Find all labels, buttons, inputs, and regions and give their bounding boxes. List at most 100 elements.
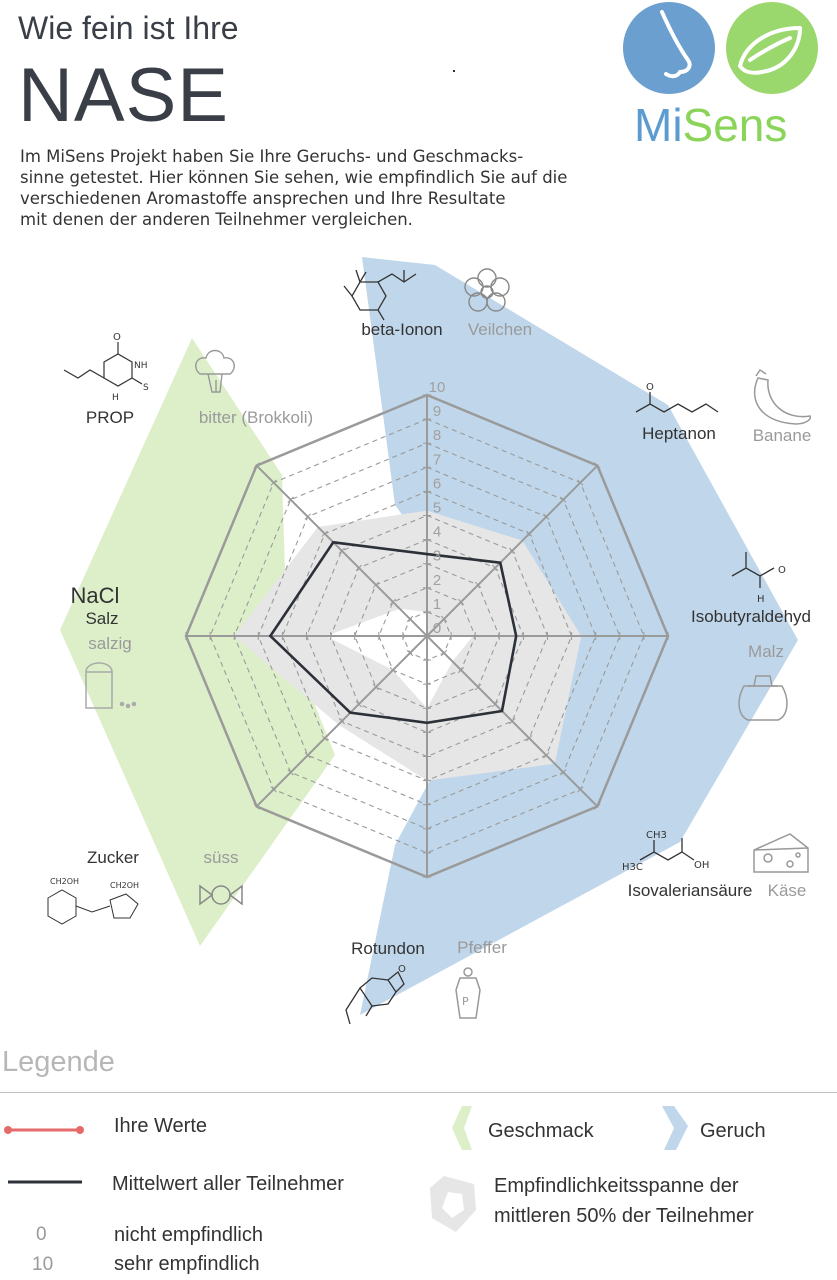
candy-icon xyxy=(199,884,243,906)
taste-area xyxy=(60,338,335,946)
svg-text:O: O xyxy=(778,565,786,576)
tick-layer: 0 1 2 3 4 5 6 7 8 9 10 xyxy=(429,379,446,637)
axis-substance-beta-ionon: beta-Ionon xyxy=(361,320,442,339)
axis-substance-salz: Salz xyxy=(85,609,118,628)
axis-tick xyxy=(560,496,567,503)
axis-descriptor-banane: Banane xyxy=(753,426,812,445)
tongue-icon xyxy=(738,26,802,75)
svg-text:CH2OH: CH2OH xyxy=(50,877,79,886)
smell-swatch-icon xyxy=(662,1106,688,1150)
axis-tick xyxy=(526,735,533,742)
svg-text:P: P xyxy=(462,995,469,1008)
legend-range-line-2: mittleren 50% der Teilnehmer xyxy=(494,1205,754,1227)
tick-label: 10 xyxy=(429,379,446,396)
axis-tick xyxy=(560,769,567,776)
pepper-mill-icon: P xyxy=(455,967,481,1019)
grid-ring xyxy=(354,563,500,709)
tick-label: 1 xyxy=(433,596,441,613)
legend-taste: Geschmack xyxy=(488,1120,594,1142)
axis-tick xyxy=(338,718,345,725)
legend-ten-text: sehr empfindlich xyxy=(114,1253,260,1275)
axis-tick xyxy=(440,615,448,623)
svg-text:OH: OH xyxy=(694,860,709,871)
radar-chart: 0 1 2 3 4 5 6 7 8 9 10 O NH H S O O H xyxy=(47,257,812,1025)
axis-tick xyxy=(474,683,482,691)
tick-label: 8 xyxy=(433,427,441,444)
axis-tick xyxy=(406,649,414,657)
axis-tick xyxy=(304,513,311,520)
logo-text-mi: Mi xyxy=(634,99,683,151)
axis-substance-isobutyraldehyd: Isobutyraldehyd xyxy=(691,607,811,626)
title-line-1: Wie fein ist Ihre xyxy=(18,10,239,46)
axis-substance-heptanon: Heptanon xyxy=(642,424,716,443)
tick-label: 7 xyxy=(433,451,441,468)
axis-tick xyxy=(287,496,294,503)
axis-tick xyxy=(440,649,448,657)
intro-line: verschiedenen Aromastoffe ansprechen und… xyxy=(20,189,506,208)
svg-text:CH3: CH3 xyxy=(646,830,667,841)
prop-molecule-icon: O NH H S xyxy=(63,332,149,403)
axis-tick xyxy=(321,530,328,537)
rotundon-molecule-icon: O xyxy=(345,964,406,1025)
nose-icon xyxy=(660,10,692,79)
axis-tick xyxy=(372,581,380,589)
isobutyraldehyd-molecule-icon: O H xyxy=(731,552,786,605)
sugar-molecule-icon: CH2OH CH2OH xyxy=(47,877,139,925)
mean-swatch-icon xyxy=(8,1180,82,1184)
intro-line: mit denen der anderen Teilnehmer verglei… xyxy=(20,210,413,229)
legend-range-line-1: Empfindlichkeitsspanne der xyxy=(494,1175,739,1197)
svg-text:O: O xyxy=(398,964,406,975)
range-swatch-icon xyxy=(430,1176,476,1232)
legend-mean: Mittelwert aller Teilnehmer xyxy=(112,1173,344,1195)
tick-label: 6 xyxy=(433,475,441,492)
banana-icon xyxy=(753,368,812,425)
svg-text:NH: NH xyxy=(134,361,148,371)
tick-label: 4 xyxy=(433,524,441,541)
axis-tick xyxy=(474,581,482,589)
axis-descriptor-pfeffer: Pfeffer xyxy=(457,938,507,957)
axis-tick xyxy=(491,700,499,708)
misens-logo-text: MiSens xyxy=(634,98,787,152)
salt-shaker-icon xyxy=(85,662,137,709)
tick-label: 5 xyxy=(433,500,441,517)
svg-text:H: H xyxy=(112,393,119,403)
axis-tick xyxy=(594,462,601,469)
axis-substance-nacl: NaCl xyxy=(71,583,120,608)
axis-substance-rotundon: Rotundon xyxy=(351,939,425,958)
axis-descriptor-bitter: bitter (Brokkoli) xyxy=(199,408,313,427)
axis-substance-isovaleriansaeure: Isovaleriansäure xyxy=(628,881,753,900)
legend-your-values: Ihre Werte xyxy=(114,1115,207,1137)
axis-tick xyxy=(577,479,584,486)
axis-tick xyxy=(389,598,397,606)
axis-tick xyxy=(253,462,260,469)
axis-tick xyxy=(509,547,516,554)
legend-ten-number: 10 xyxy=(32,1254,54,1275)
page-title: NASE xyxy=(18,53,229,138)
tick-label: 2 xyxy=(433,572,441,589)
tick-label: 0 xyxy=(433,620,441,637)
intro-line: Im MiSens Projekt haben Sie Ihre Geruchs… xyxy=(20,147,524,166)
grid-ring xyxy=(233,442,621,830)
legend-zero-number: 0 xyxy=(36,1224,47,1245)
axis-tick xyxy=(338,547,345,554)
axis-tick xyxy=(594,803,601,810)
axis-tick xyxy=(577,786,584,793)
axis-substance-zucker: Zucker xyxy=(87,848,139,867)
legend-title: Legende xyxy=(2,1046,115,1078)
axis-tick xyxy=(321,735,328,742)
mean-series-line xyxy=(268,540,518,725)
tick-label: 9 xyxy=(433,403,441,420)
intro-paragraph: Im MiSens Projekt haben Sie Ihre Geruchs… xyxy=(20,146,660,230)
axis-tick xyxy=(270,479,277,486)
axis-tick xyxy=(457,598,465,606)
axis-tick xyxy=(457,666,465,674)
grid-ring xyxy=(305,514,549,758)
legend-divider xyxy=(0,1092,837,1093)
legend-smell: Geruch xyxy=(700,1120,766,1142)
axis-tick xyxy=(526,530,533,537)
axis-tick xyxy=(270,786,277,793)
logo-text-sens: Sens xyxy=(682,99,788,151)
axis-descriptor-veilchen: Veilchen xyxy=(468,320,532,339)
axis-tick xyxy=(355,700,363,708)
flower-icon xyxy=(464,268,510,312)
